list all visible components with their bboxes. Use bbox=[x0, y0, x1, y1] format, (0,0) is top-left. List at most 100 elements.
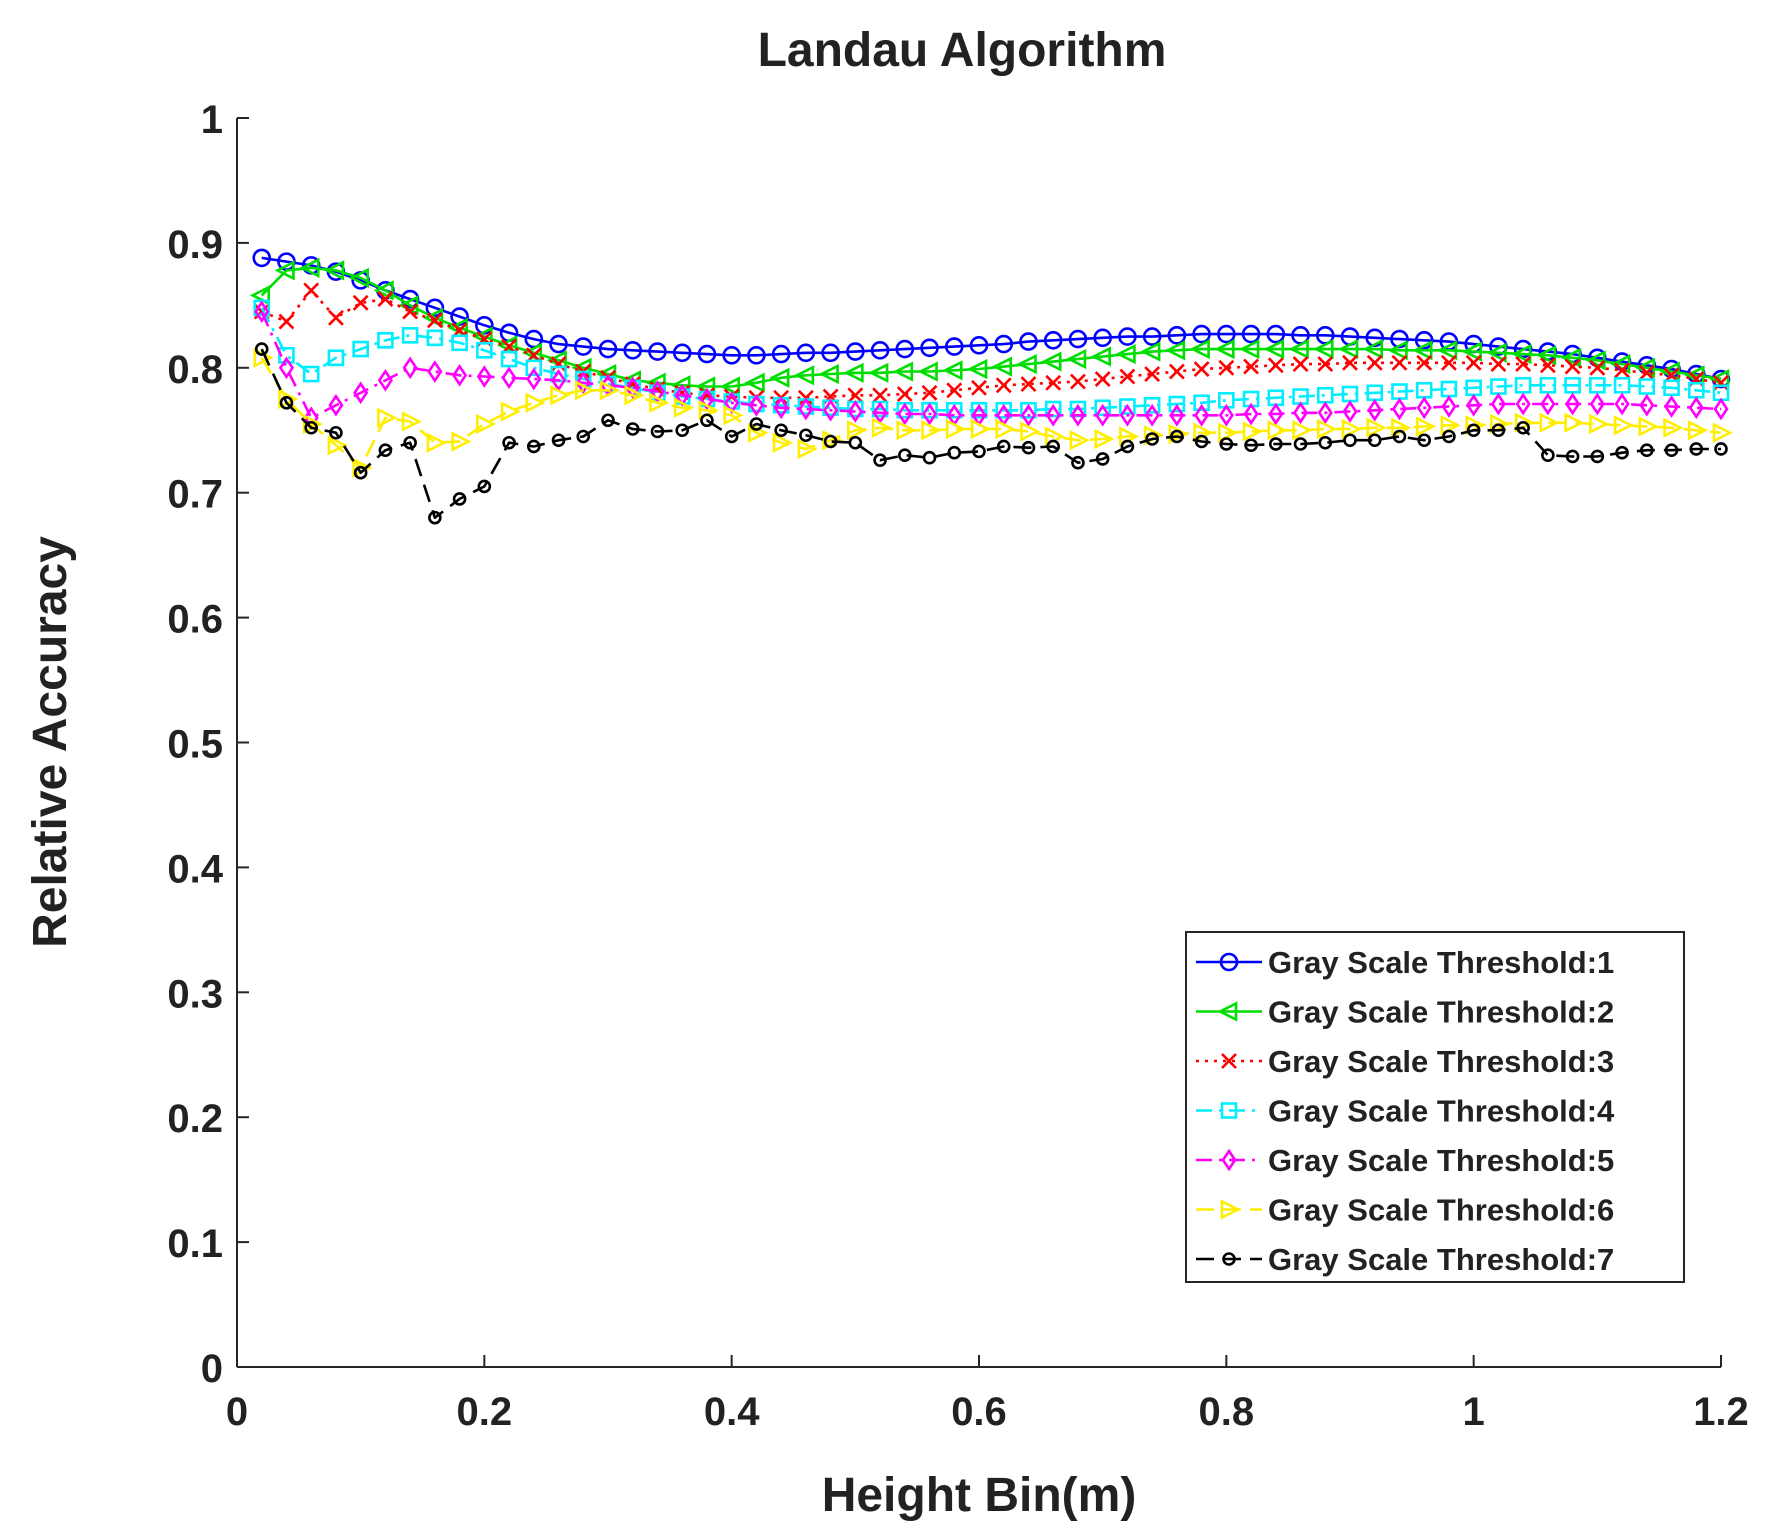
series-7-marker bbox=[1565, 449, 1580, 464]
series-1-marker bbox=[895, 339, 915, 359]
series-3-marker bbox=[1416, 354, 1433, 371]
series-3-marker bbox=[278, 313, 295, 330]
series-2-marker bbox=[991, 356, 1013, 377]
series-6-marker bbox=[476, 413, 497, 435]
legend-marker bbox=[1221, 1148, 1237, 1172]
series-6-marker bbox=[401, 411, 423, 432]
series-6-marker bbox=[1539, 412, 1560, 433]
series-7-marker bbox=[1714, 442, 1728, 456]
series-5-marker bbox=[526, 367, 542, 391]
series-6-marker bbox=[797, 438, 818, 460]
series-2-marker bbox=[1461, 341, 1482, 362]
series-3-marker bbox=[1614, 362, 1630, 379]
legend-label: Gray Scale Threshold:4 bbox=[1268, 1094, 1615, 1129]
series-3-marker bbox=[1564, 358, 1581, 375]
series-2-marker bbox=[1437, 340, 1458, 361]
series-1-marker bbox=[672, 343, 692, 363]
series-3-marker bbox=[352, 294, 369, 311]
series-5-marker bbox=[748, 393, 764, 417]
series-3-marker bbox=[1193, 361, 1210, 377]
x-tick-label: 1 bbox=[1463, 1390, 1485, 1434]
series-7-marker bbox=[1293, 437, 1308, 451]
series-2-marker bbox=[299, 257, 320, 278]
series-7-marker bbox=[551, 433, 566, 448]
series-2-marker bbox=[1585, 350, 1606, 371]
y-tick-label: 1 bbox=[201, 98, 223, 142]
series-5-marker bbox=[1020, 403, 1037, 427]
series-6-marker bbox=[1069, 430, 1090, 451]
series-5-marker bbox=[1070, 403, 1086, 427]
series-7-marker bbox=[1170, 429, 1184, 444]
series-3-marker bbox=[1243, 358, 1259, 375]
series-5-marker bbox=[1391, 397, 1408, 421]
series-3-marker bbox=[921, 384, 938, 401]
x-tick-label: 0.6 bbox=[951, 1390, 1007, 1434]
series-5-marker bbox=[550, 368, 567, 392]
series-3-marker bbox=[1045, 374, 1062, 391]
series-7-marker bbox=[972, 444, 986, 459]
series-3-marker bbox=[1589, 359, 1606, 376]
series-7-marker bbox=[477, 479, 492, 494]
series-2-marker bbox=[348, 267, 369, 288]
series-5-marker bbox=[377, 368, 393, 392]
series-5-marker bbox=[1663, 395, 1680, 418]
series-1-marker bbox=[573, 337, 593, 356]
series-5-marker bbox=[1540, 392, 1556, 416]
series-2-marker bbox=[1214, 338, 1235, 360]
plot-area: 0 0.2 0.4 0.6 0.8 1 1.2 0 0.1 0.2 0.3 0.4 0.5 0.6 0.7… bbox=[167, 98, 1748, 1434]
series-2-marker bbox=[1164, 340, 1186, 361]
series-1-marker bbox=[1142, 327, 1162, 346]
series-5-marker bbox=[872, 401, 888, 425]
series-1-marker bbox=[648, 342, 667, 361]
legend-marker bbox=[1220, 1102, 1238, 1119]
series-1-marker bbox=[425, 298, 445, 318]
series-7-marker bbox=[947, 445, 962, 460]
series-2-marker bbox=[1016, 353, 1037, 375]
series-5-marker bbox=[1169, 403, 1185, 427]
series-5-marker bbox=[575, 371, 591, 395]
series-7-marker bbox=[749, 417, 764, 431]
series-6-marker bbox=[1366, 417, 1387, 438]
series-7-marker bbox=[1541, 448, 1555, 463]
legend-label: Gray Scale Threshold:6 bbox=[1268, 1193, 1614, 1228]
series-6-marker bbox=[377, 407, 398, 428]
series-4-marker bbox=[970, 401, 988, 419]
series-5-marker bbox=[823, 398, 839, 422]
chart-title: Landau Algorithm bbox=[758, 24, 1167, 77]
legend-marker bbox=[1222, 1252, 1236, 1266]
series-1-marker bbox=[994, 334, 1014, 354]
series-7-marker bbox=[1417, 433, 1431, 448]
series-7-marker bbox=[378, 443, 393, 458]
series-6-marker bbox=[1316, 418, 1338, 440]
series-2-marker bbox=[1535, 345, 1557, 366]
series-6-marker bbox=[1440, 415, 1461, 436]
series-5-marker bbox=[328, 393, 344, 417]
legend-entry-4: Gray Scale Threshold:4 bbox=[1196, 1094, 1615, 1129]
series-2-marker bbox=[1066, 348, 1087, 370]
series-7-marker bbox=[304, 420, 319, 435]
series-5-marker bbox=[1713, 397, 1729, 421]
series-6-marker bbox=[1663, 417, 1684, 438]
series-1-marker bbox=[1043, 331, 1063, 350]
series-3-marker bbox=[1638, 364, 1655, 381]
series-7-marker bbox=[724, 429, 739, 444]
series-7-marker bbox=[1194, 434, 1209, 449]
x-tick-label: 0 bbox=[226, 1390, 248, 1434]
legend: Gray Scale Threshold:1 Gray Scale Thresho… bbox=[1185, 931, 1685, 1283]
series-6-marker bbox=[1589, 413, 1610, 435]
series-7-marker bbox=[1095, 452, 1110, 466]
series-7-marker bbox=[1219, 437, 1234, 451]
series-6-marker bbox=[525, 392, 546, 413]
series-3-marker bbox=[426, 312, 443, 329]
legend-entry-6: Gray Scale Threshold:6 bbox=[1196, 1193, 1614, 1228]
series-5-marker bbox=[847, 400, 863, 423]
series-5-marker bbox=[1466, 393, 1482, 417]
series-1-marker bbox=[1118, 327, 1137, 346]
series-7-marker bbox=[1640, 443, 1654, 458]
series-6-marker bbox=[673, 397, 695, 418]
series-7-marker bbox=[526, 439, 541, 454]
series-7-marker bbox=[1343, 433, 1357, 448]
series-7-marker bbox=[1318, 435, 1333, 450]
series-7-marker bbox=[1491, 423, 1506, 438]
